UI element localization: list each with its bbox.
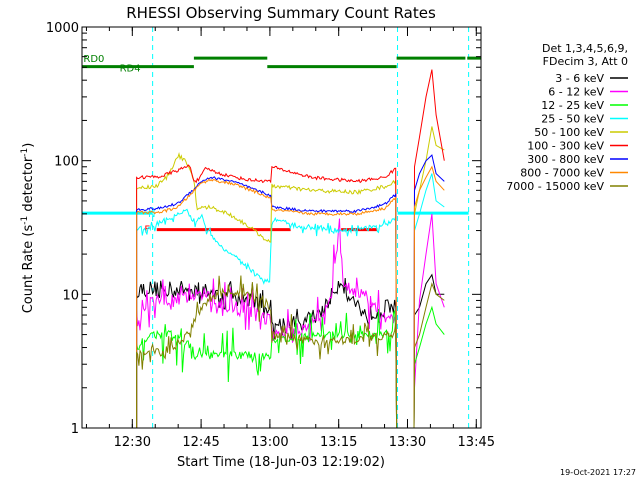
- x-tick-label: 13:30: [389, 435, 426, 450]
- x-tick-label: 12:30: [114, 435, 151, 450]
- y-tick-label: 1000: [46, 21, 79, 36]
- axes: 1 10 100 1000 12:30 12:45 13:00 13:15 13:30 13:45: [46, 21, 495, 450]
- plot-frame: [81, 26, 482, 429]
- legend: Det 1,3,4,5,6,9,FDecim 3, Att 0 3 - 6 keV…: [506, 42, 628, 193]
- rd4-label: RD4: [120, 64, 141, 75]
- legend-entry-label: 12 - 25 keV: [541, 99, 604, 112]
- y-tick-label: 100: [54, 155, 79, 170]
- series-line-segment: [413, 69, 445, 429]
- legend-entry-label: 6 - 12 keV: [548, 86, 604, 99]
- legend-entry-label: 25 - 50 keV: [541, 113, 604, 126]
- series-line: [136, 208, 398, 429]
- legend-entry-label: 3 - 6 keV: [555, 72, 604, 85]
- legend-entry-label: 50 - 100 keV: [534, 126, 604, 139]
- y-axis-label: Count Rate (s-1 detector-1): [20, 143, 36, 314]
- series-line: [136, 152, 398, 429]
- x-tick-label: 13:45: [458, 435, 495, 450]
- chart-title: RHESSI Observing Summary Count Rates: [126, 4, 436, 22]
- x-tick-label: 13:00: [251, 435, 288, 450]
- night-label: N: [148, 209, 155, 220]
- series-line: [136, 277, 398, 429]
- series-line-segment: [413, 282, 445, 429]
- series-line-segment: [413, 213, 445, 429]
- footer-date: 19-Oct-2021 17:27: [560, 468, 636, 477]
- x-tick-label: 12:45: [182, 435, 219, 450]
- series-line: [136, 178, 398, 429]
- legend-header: FDecim 3, Att 0: [543, 55, 628, 68]
- legend-header: Det 1,3,4,5,6,9,: [542, 42, 628, 55]
- legend-entry-label: 800 - 7000 keV: [520, 167, 604, 180]
- series-line: [136, 218, 398, 429]
- y-tick-label: 10: [62, 288, 79, 303]
- series-line-segment: [413, 165, 445, 429]
- series-line: [136, 176, 398, 429]
- legend-entry-label: 300 - 800 keV: [527, 153, 604, 166]
- x-axis-label: Start Time (18-Jun-03 12:19:02): [177, 455, 385, 470]
- legend-entry-label: 100 - 300 keV: [527, 140, 604, 153]
- legend-entry-label: 7000 - 15000 keV: [506, 180, 604, 193]
- rd0-label: RD0: [83, 54, 104, 65]
- series-line: [136, 275, 398, 429]
- series-line: [136, 164, 398, 429]
- x-tick-label: 13:15: [320, 435, 357, 450]
- series-line-segment: [413, 154, 445, 429]
- series-line: [136, 308, 398, 429]
- y-tick-label: 1: [71, 422, 79, 437]
